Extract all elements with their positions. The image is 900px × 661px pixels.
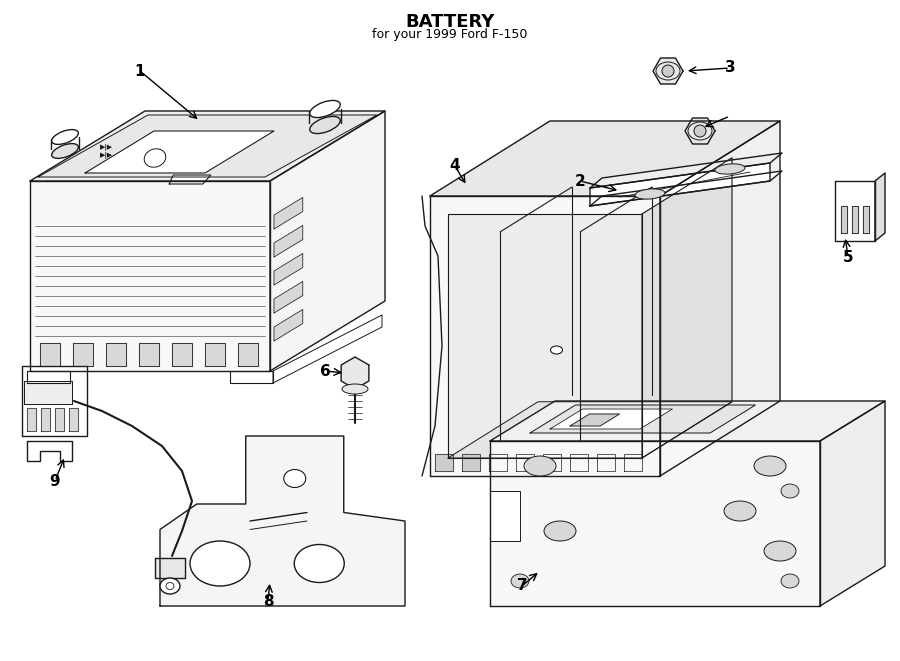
Text: 9: 9 (50, 473, 60, 488)
Polygon shape (590, 153, 782, 188)
Polygon shape (590, 171, 782, 206)
Polygon shape (73, 343, 93, 366)
Polygon shape (852, 206, 858, 233)
Polygon shape (489, 454, 507, 471)
Polygon shape (270, 111, 385, 371)
Polygon shape (835, 181, 875, 241)
Text: BATTERY: BATTERY (405, 13, 495, 31)
Polygon shape (38, 115, 377, 177)
Polygon shape (642, 158, 732, 458)
Text: 2: 2 (574, 173, 585, 188)
Polygon shape (55, 408, 64, 431)
Polygon shape (41, 408, 50, 431)
Ellipse shape (342, 384, 368, 394)
Polygon shape (530, 405, 755, 433)
Polygon shape (570, 414, 619, 426)
Polygon shape (230, 371, 273, 383)
Polygon shape (448, 214, 642, 458)
Polygon shape (22, 366, 87, 436)
Polygon shape (85, 131, 274, 173)
Polygon shape (490, 441, 820, 606)
Ellipse shape (544, 521, 576, 541)
Text: 6: 6 (320, 364, 330, 379)
Polygon shape (27, 441, 72, 461)
Ellipse shape (190, 541, 250, 586)
Polygon shape (274, 254, 302, 285)
Polygon shape (160, 436, 405, 606)
Polygon shape (274, 309, 302, 341)
Polygon shape (490, 401, 885, 441)
Polygon shape (435, 454, 453, 471)
Ellipse shape (781, 574, 799, 588)
Ellipse shape (166, 582, 174, 590)
Ellipse shape (764, 541, 796, 561)
Text: 5: 5 (842, 249, 853, 264)
Ellipse shape (724, 501, 756, 521)
Polygon shape (169, 175, 211, 184)
Polygon shape (863, 206, 869, 233)
Ellipse shape (716, 164, 745, 174)
Polygon shape (430, 196, 660, 476)
Polygon shape (205, 343, 225, 366)
Ellipse shape (524, 456, 556, 476)
Polygon shape (820, 401, 885, 606)
Polygon shape (516, 454, 534, 471)
Ellipse shape (511, 574, 529, 588)
Polygon shape (875, 173, 885, 241)
Ellipse shape (294, 545, 344, 582)
Polygon shape (69, 408, 78, 431)
Ellipse shape (635, 189, 665, 199)
Polygon shape (274, 198, 302, 229)
Ellipse shape (551, 346, 562, 354)
Polygon shape (660, 121, 780, 476)
Text: 1: 1 (135, 63, 145, 79)
Ellipse shape (754, 456, 786, 476)
Polygon shape (30, 181, 270, 371)
Polygon shape (274, 282, 302, 313)
Polygon shape (106, 343, 126, 366)
Polygon shape (624, 454, 642, 471)
Polygon shape (490, 491, 520, 541)
Polygon shape (550, 409, 672, 429)
Polygon shape (139, 343, 159, 366)
Polygon shape (543, 454, 561, 471)
Polygon shape (238, 343, 258, 366)
Text: ▶|▶
▶|▶: ▶|▶ ▶|▶ (100, 144, 113, 159)
Polygon shape (841, 206, 847, 233)
Polygon shape (172, 343, 192, 366)
Text: 4: 4 (450, 159, 460, 173)
Ellipse shape (284, 469, 306, 488)
Polygon shape (462, 454, 480, 471)
Polygon shape (570, 454, 588, 471)
Ellipse shape (781, 484, 799, 498)
Text: 3: 3 (724, 61, 735, 75)
Polygon shape (27, 371, 70, 383)
Ellipse shape (662, 65, 674, 77)
Polygon shape (30, 111, 385, 181)
Polygon shape (341, 357, 369, 389)
Polygon shape (274, 225, 302, 257)
Polygon shape (24, 381, 72, 404)
Polygon shape (597, 454, 615, 471)
Ellipse shape (51, 130, 78, 144)
Polygon shape (273, 315, 382, 383)
Text: for your 1999 Ford F-150: for your 1999 Ford F-150 (373, 28, 527, 41)
Polygon shape (155, 558, 185, 578)
Polygon shape (40, 343, 60, 366)
Text: 7: 7 (517, 578, 527, 594)
Ellipse shape (160, 578, 180, 594)
Ellipse shape (310, 100, 340, 118)
Ellipse shape (310, 116, 340, 134)
Ellipse shape (51, 143, 78, 159)
Text: 8: 8 (263, 594, 274, 609)
Polygon shape (27, 408, 36, 431)
Polygon shape (685, 118, 715, 144)
Polygon shape (430, 121, 780, 196)
Polygon shape (590, 163, 770, 206)
Ellipse shape (694, 125, 706, 137)
Polygon shape (448, 402, 732, 458)
Polygon shape (653, 58, 683, 84)
